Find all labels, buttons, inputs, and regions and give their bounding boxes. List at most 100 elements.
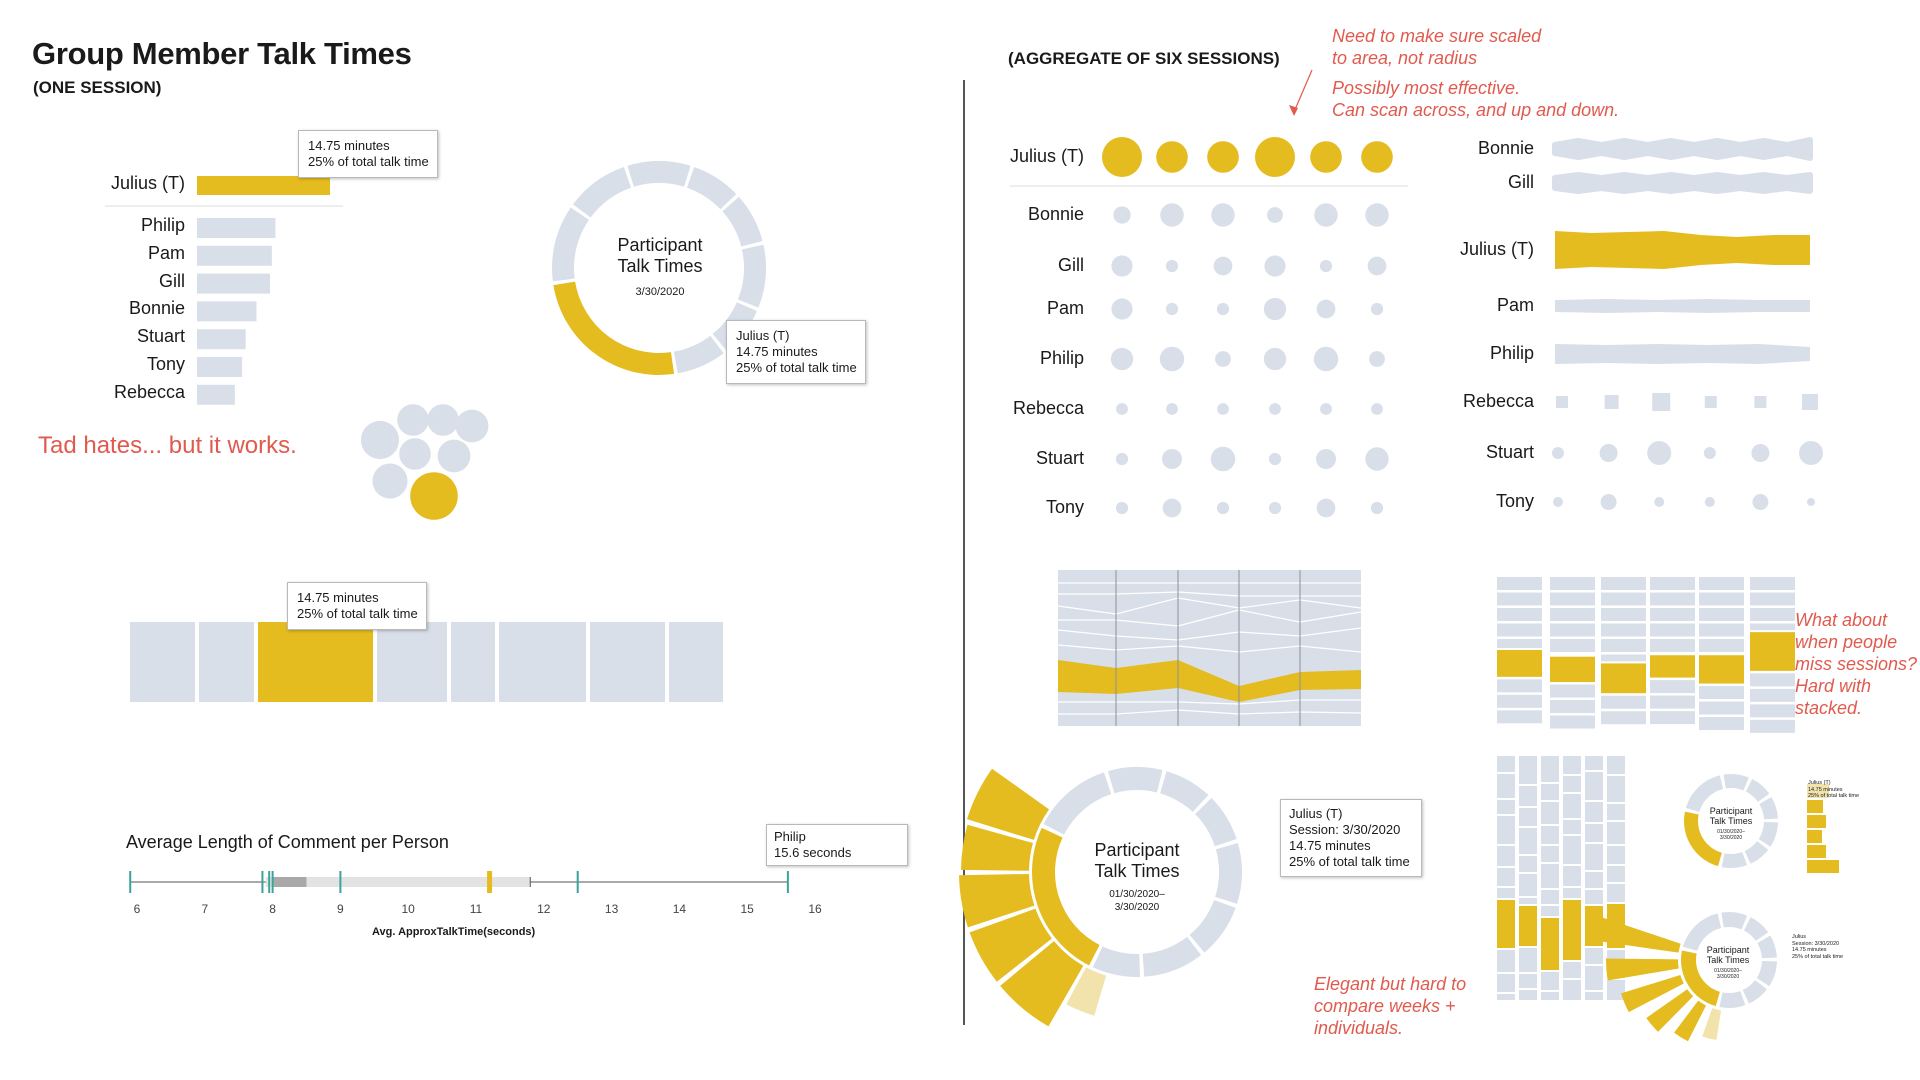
mini2-slice-6: [1681, 950, 1720, 1007]
stack-seg-2-7: [1601, 711, 1646, 725]
grid-bubble-5-5: [1371, 403, 1383, 415]
tile-4: [451, 622, 495, 702]
bar-label-7: Rebecca: [113, 381, 185, 402]
grid-bubble-1-4: [1314, 203, 1338, 227]
donut-slice-3: [737, 244, 766, 308]
vcol-seg-5-2: [1607, 804, 1625, 820]
donut-slice-7: [552, 207, 589, 282]
vcol-seg-2-6: [1541, 890, 1559, 904]
grid-bubble-7-1: [1162, 498, 1182, 518]
grid-bubble-3-4: [1316, 299, 1336, 319]
effective-annotation: Possibly most effective. Can scan across…: [1332, 78, 1620, 120]
bar-tooltip-line1: 14.75 minutes: [308, 138, 390, 153]
bubble-6: [372, 463, 408, 499]
stack-highlight-2: [1601, 663, 1646, 694]
stream-circle-6-3: [1703, 447, 1716, 459]
grid-bubble-1-5: [1365, 203, 1389, 227]
stack-seg-3-1: [1650, 592, 1695, 606]
grid-bubble-2-1: [1165, 259, 1179, 273]
vcol-seg-3-9: [1563, 980, 1581, 1000]
donut-tooltip-line1: Julius (T): [736, 328, 790, 343]
tile-2: [258, 622, 373, 702]
stream-0: [1552, 137, 1813, 161]
vcol-seg-4-3: [1585, 824, 1603, 842]
stack-seg-1-4: [1550, 639, 1595, 652]
bump-line-8: [1058, 699, 1361, 705]
stack-seg-1-2: [1550, 608, 1595, 621]
grid-bubble-7-2: [1216, 501, 1230, 515]
donut-tooltip-line3: 25% of total talk time: [736, 360, 857, 375]
mini1-slice-3: [1758, 821, 1778, 847]
sunburst-date1: 01/30/2020–: [1109, 889, 1165, 900]
mini1-slice-5: [1721, 852, 1748, 868]
grid-label-2: Gill: [1058, 255, 1084, 275]
bump-line-4: [1057, 627, 1362, 641]
grid-bubble-0-3: [1255, 137, 1295, 177]
bar-0: [197, 176, 330, 195]
bar-label-3: Gill: [159, 270, 185, 291]
mini1-slice-7: [1685, 775, 1724, 812]
vcol-highlight-3: [1563, 900, 1581, 960]
mini2-tooltip: Julius Session: 3/30/2020 14.75 minutes …: [1792, 934, 1843, 960]
vcol-seg-3-8: [1563, 962, 1581, 978]
dotplot-title: Average Length of Comment per Person: [126, 832, 449, 852]
grid-bubble-6-2: [1210, 446, 1236, 472]
tad-annotation: Tad hates... but it works.: [38, 432, 297, 459]
dotplot-tick-6: 12: [537, 902, 551, 916]
grid-bubble-3-3: [1263, 297, 1287, 321]
stream-label-1: Gill: [1508, 172, 1534, 192]
mini1-bar-0: [1807, 784, 1829, 798]
sunburst-inner-2: [1195, 797, 1237, 847]
mini1-slice-6: [1684, 811, 1722, 867]
sunburst-date2: 3/30/2020: [1114, 902, 1160, 913]
vcol-seg-4-8: [1585, 948, 1603, 964]
sunburst-tooltip-line1: Julius (T): [1289, 806, 1343, 821]
bump-line-9: [1058, 709, 1362, 715]
stream-label-2: Julius (T): [1459, 239, 1534, 259]
sunburst-inner-0: [1107, 767, 1163, 794]
dotplot-point-5: [487, 871, 493, 893]
bar-label-1: Philip: [140, 215, 185, 235]
donut-tooltip-line2: 14.75 minutes: [736, 344, 818, 359]
grid-bubble-7-5: [1370, 501, 1384, 515]
bar-label-4: Bonnie: [128, 298, 185, 319]
mini2-title-line2: Talk Times: [1706, 955, 1750, 965]
grid-bubble-0-2: [1207, 141, 1239, 173]
grid-label-6: Stuart: [1035, 448, 1084, 468]
grid-bubble-7-0: [1115, 501, 1129, 515]
sunburst-inner-1: [1160, 771, 1209, 812]
stack-seg-5-6: [1750, 704, 1795, 718]
stack-seg-2-3: [1601, 623, 1646, 637]
stack-seg-0-5: [1497, 679, 1542, 693]
mini1-slice-4: [1744, 841, 1769, 864]
stack-seg-0-1: [1497, 592, 1542, 606]
bar-2: [197, 245, 272, 266]
vcol-seg-2-10: [1541, 992, 1559, 1000]
bar-label-5: Stuart: [136, 326, 185, 347]
mini2-slice-2: [1757, 935, 1777, 959]
grid-bubble-5-4: [1320, 403, 1332, 415]
bar-label-0: Julius (T): [110, 173, 185, 193]
grid-bubble-6-5: [1365, 447, 1389, 471]
vcol-seg-4-5: [1585, 872, 1603, 888]
vcol-seg-0-8: [1497, 950, 1515, 972]
vcol-seg-1-0: [1519, 756, 1537, 784]
grid-bubble-3-0: [1111, 298, 1133, 320]
vcol-seg-3-2: [1563, 794, 1581, 818]
grid-label-3: Pam: [1046, 298, 1084, 318]
stream-circle-7-1: [1600, 494, 1617, 510]
mini2-tooltip-line4: 25% of total talk time: [1792, 953, 1844, 960]
mini1-tooltip: Julius (T) 14.75 minutes 25% of total ta…: [1808, 780, 1859, 800]
vcol-seg-0-3: [1497, 816, 1515, 844]
stream-circle-7-4: [1752, 494, 1769, 510]
mini1-slice-1: [1745, 779, 1770, 802]
dotplot-tick-9: 15: [740, 902, 754, 916]
stream-square-5-4: [1754, 396, 1767, 408]
tile-tooltip-line1: 14.75 minutes: [297, 590, 379, 605]
dotplot-point-4: [339, 871, 342, 893]
bubble-2: [427, 404, 459, 436]
donut-title-line1: Participant: [617, 235, 703, 255]
bar-3: [197, 273, 271, 294]
dotplot-tooltip-line2: 15.6 seconds: [774, 845, 852, 860]
bubble-4: [399, 438, 431, 470]
